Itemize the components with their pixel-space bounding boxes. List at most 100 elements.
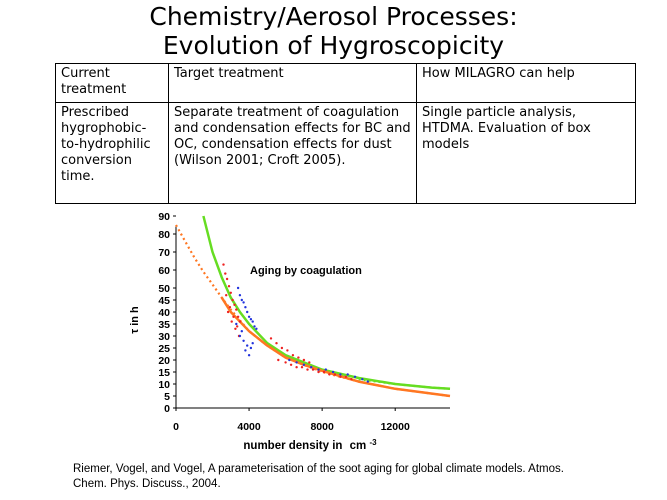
- obs-red-point: [225, 277, 229, 281]
- obs-red-point: [284, 361, 287, 364]
- citation-line-2: Chem. Phys. Discuss., 2004.: [73, 478, 221, 490]
- fit-green-dotted-line: [358, 378, 451, 390]
- y-tick-label: 45: [158, 295, 170, 307]
- obs-red-point: [286, 349, 289, 352]
- obs-red-point: [236, 325, 239, 328]
- obs-red-point: [289, 363, 293, 366]
- obs-blue-point: [244, 349, 247, 352]
- x-axis-label: number density in: [243, 440, 342, 452]
- obs-red-point: [297, 356, 300, 359]
- obs-red-point: [291, 354, 295, 357]
- y-tick-label: 60: [158, 265, 170, 277]
- obs-blue-point: [247, 354, 251, 357]
- obs-blue-point: [251, 342, 254, 345]
- obs-blue-point: [302, 363, 306, 366]
- x-axis-unit: cm: [350, 440, 367, 452]
- y-tick-label: 30: [158, 331, 170, 343]
- obs-red-point: [231, 298, 234, 302]
- obs-blue-point: [288, 358, 291, 362]
- obs-blue-point: [324, 368, 327, 371]
- chart-title: Aging by coagulation: [250, 265, 362, 277]
- y-tick-label: 90: [158, 212, 170, 223]
- obs-red-point: [232, 315, 235, 318]
- y-tick-label: 50: [158, 283, 170, 295]
- x-ticks: 0 4000 8000 12000: [173, 408, 410, 433]
- obs-red-point: [295, 366, 298, 369]
- obs-blue-point: [251, 320, 254, 323]
- y-tick-label: 15: [158, 367, 170, 379]
- obs-red-point: [229, 291, 232, 294]
- slide-title-line-1: Chemistry/Aerosol Processes:: [149, 2, 518, 31]
- obs-blue-point: [346, 373, 349, 376]
- x-axis-unit-exponent: -3: [369, 438, 377, 447]
- obs-blue-point: [240, 298, 243, 302]
- obs-blue-point: [339, 373, 342, 376]
- header-milagro-help: How MILAGRO can help: [416, 63, 636, 103]
- obs-blue-point: [242, 301, 245, 304]
- obs-red-point: [238, 320, 242, 323]
- obs-blue-point: [249, 346, 253, 350]
- obs-blue-point: [238, 334, 242, 338]
- citation: Riemer, Vogel, and Vogel, A parameterisa…: [73, 462, 633, 492]
- cell-current-treatment: Prescribed hygrophobic-to-hydrophilic co…: [55, 102, 169, 204]
- obs-red-point: [344, 375, 348, 378]
- y-tick-label: 20: [158, 355, 170, 367]
- x-tick-label: 8000: [310, 421, 334, 433]
- series-layer: [175, 215, 451, 398]
- obs-red-point: [269, 337, 273, 340]
- obs-red-point: [328, 373, 331, 376]
- obs-blue-point: [253, 325, 256, 328]
- obs-red-point: [275, 342, 278, 345]
- obs-red-point: [311, 368, 315, 371]
- obs-blue-point: [317, 368, 320, 371]
- obs-red-point: [230, 320, 233, 323]
- obs-red-point: [233, 303, 236, 306]
- obs-red-point: [306, 368, 309, 371]
- obs-red-point: [322, 370, 326, 374]
- y-tick-label: 80: [158, 229, 170, 241]
- obs-blue-point: [366, 380, 369, 383]
- header-target-treatment: Target treatment: [168, 63, 417, 103]
- obs-blue-point: [247, 315, 251, 318]
- obs-blue-point: [255, 327, 258, 330]
- obs-red-point: [300, 366, 304, 369]
- header-current-treatment: Current treatment: [55, 63, 169, 103]
- table-row: Prescribed hygrophobic-to-hydrophilic co…: [55, 102, 636, 204]
- citation-line-1: Riemer, Vogel, and Vogel, A parameterisa…: [73, 463, 564, 475]
- obs-blue-point: [249, 318, 253, 321]
- obs-blue-point: [310, 366, 313, 369]
- obs-red-point: [225, 294, 228, 297]
- y-tick-label: 25: [158, 343, 170, 355]
- obs-blue-point: [242, 339, 245, 342]
- slide-title-line-2: Evolution of Hygroscopicity: [162, 31, 505, 60]
- y-tick-label: 40: [158, 307, 170, 319]
- obs-blue-point: [235, 322, 238, 326]
- obs-red-point: [308, 361, 311, 364]
- obs-red-point: [227, 285, 231, 288]
- obs-blue-point: [246, 344, 249, 347]
- x-axis-label-group: number density in cm -3: [243, 438, 377, 452]
- obs-red-point: [333, 373, 337, 376]
- obs-blue-point: [238, 294, 242, 297]
- obs-red-point: [222, 263, 225, 266]
- obs-blue-point: [361, 378, 364, 381]
- y-tick-label: 5: [164, 391, 170, 403]
- obs-blue-point: [240, 330, 243, 333]
- table-header-row: Current treatment Target treatment How M…: [55, 63, 636, 103]
- obs-red-point: [277, 358, 280, 362]
- obs-blue-point: [295, 361, 298, 364]
- y-tick-label: 35: [158, 319, 170, 331]
- y-axis-label: τ in h: [129, 306, 141, 334]
- obs-red-point: [280, 346, 284, 350]
- chart-background: [120, 212, 460, 462]
- cell-milagro-help: Single particle analysis, HTDMA. Evaluat…: [416, 102, 636, 204]
- x-tick-label: 12000: [381, 421, 410, 433]
- obs-red-point: [317, 370, 320, 374]
- obs-red-point: [234, 327, 237, 330]
- obs-red-point: [235, 308, 238, 311]
- obs-blue-point: [236, 286, 240, 290]
- obs-red-point: [302, 358, 306, 362]
- obs-blue-point: [246, 310, 249, 314]
